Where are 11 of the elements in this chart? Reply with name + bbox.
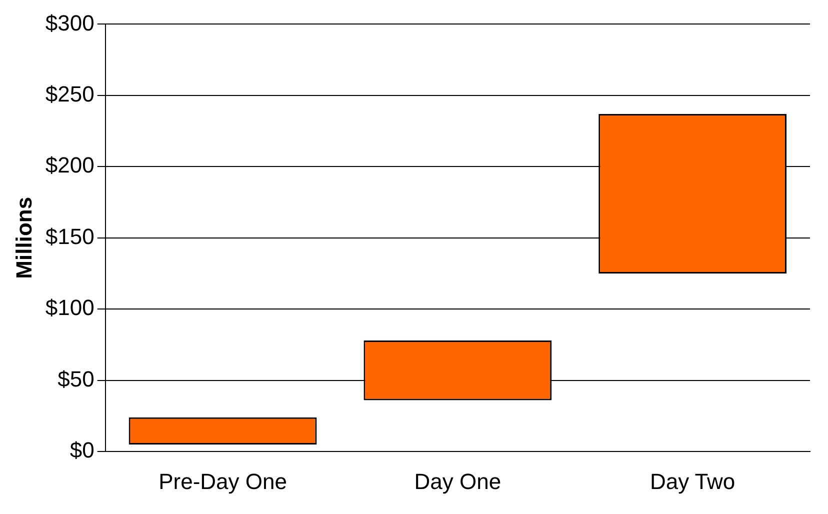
- y-tick-label: $0: [70, 438, 94, 463]
- y-tick-label: $200: [45, 152, 94, 178]
- y-tick-label: $100: [45, 295, 94, 320]
- x-tick-label: Day Two: [650, 468, 736, 494]
- y-tick-label: $150: [45, 224, 94, 249]
- x-tick-label: Day One: [414, 468, 502, 494]
- y-axis-title: Millions: [11, 196, 36, 279]
- x-tick-label: Pre-Day One: [158, 468, 287, 494]
- y-tick-label: $250: [45, 81, 94, 106]
- y-tick-label: $50: [58, 366, 94, 392]
- y-tick-label: $300: [45, 10, 94, 36]
